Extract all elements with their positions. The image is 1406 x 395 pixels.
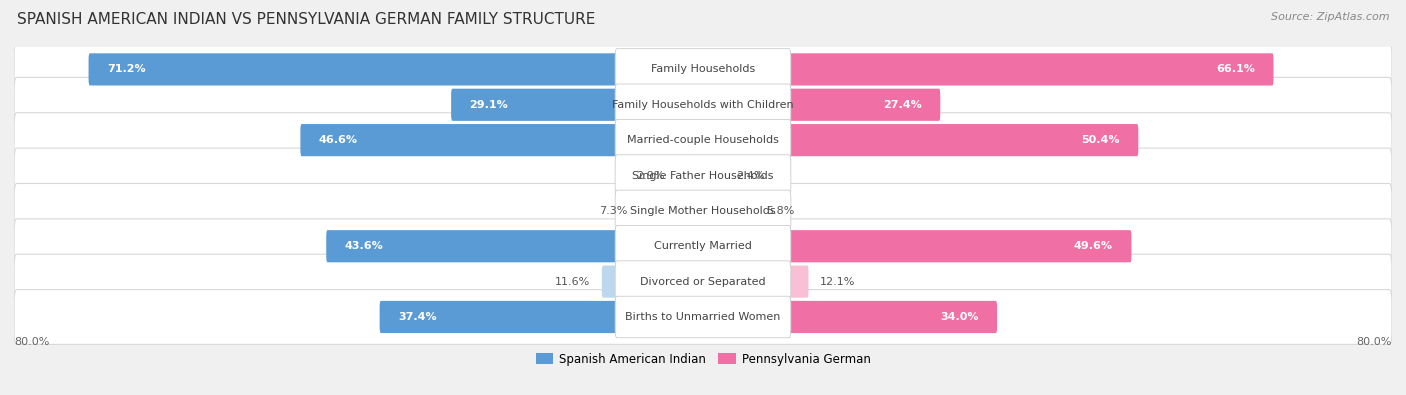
Text: 29.1%: 29.1% [470, 100, 509, 110]
FancyBboxPatch shape [702, 124, 1139, 156]
Text: 46.6%: 46.6% [319, 135, 359, 145]
FancyBboxPatch shape [14, 77, 1392, 132]
FancyBboxPatch shape [14, 290, 1392, 344]
FancyBboxPatch shape [702, 301, 997, 333]
Legend: Spanish American Indian, Pennsylvania German: Spanish American Indian, Pennsylvania Ge… [536, 353, 870, 366]
FancyBboxPatch shape [616, 155, 790, 196]
FancyBboxPatch shape [702, 230, 1132, 262]
FancyBboxPatch shape [616, 119, 790, 161]
Text: 27.4%: 27.4% [883, 100, 922, 110]
Text: 37.4%: 37.4% [398, 312, 437, 322]
FancyBboxPatch shape [14, 42, 1392, 97]
Text: 5.8%: 5.8% [766, 206, 794, 216]
FancyBboxPatch shape [326, 230, 704, 262]
FancyBboxPatch shape [451, 88, 704, 121]
Text: 66.1%: 66.1% [1216, 64, 1256, 74]
FancyBboxPatch shape [616, 49, 790, 90]
FancyBboxPatch shape [702, 265, 808, 298]
Text: 71.2%: 71.2% [107, 64, 146, 74]
Text: 2.4%: 2.4% [737, 171, 765, 181]
Text: 50.4%: 50.4% [1081, 135, 1119, 145]
FancyBboxPatch shape [14, 219, 1392, 274]
Text: 34.0%: 34.0% [941, 312, 979, 322]
Text: Family Households with Children: Family Households with Children [612, 100, 794, 110]
FancyBboxPatch shape [616, 261, 790, 302]
FancyBboxPatch shape [616, 226, 790, 267]
Text: Source: ZipAtlas.com: Source: ZipAtlas.com [1271, 12, 1389, 22]
Text: Divorced or Separated: Divorced or Separated [640, 276, 766, 287]
Text: Married-couple Households: Married-couple Households [627, 135, 779, 145]
Text: Family Households: Family Households [651, 64, 755, 74]
FancyBboxPatch shape [702, 195, 754, 227]
FancyBboxPatch shape [616, 84, 790, 126]
FancyBboxPatch shape [702, 53, 1274, 85]
FancyBboxPatch shape [616, 190, 790, 231]
FancyBboxPatch shape [702, 160, 725, 192]
FancyBboxPatch shape [380, 301, 704, 333]
Text: 80.0%: 80.0% [14, 337, 49, 348]
Text: 11.6%: 11.6% [555, 276, 591, 287]
Text: 12.1%: 12.1% [820, 276, 855, 287]
FancyBboxPatch shape [602, 265, 704, 298]
FancyBboxPatch shape [14, 148, 1392, 203]
Text: 7.3%: 7.3% [599, 206, 627, 216]
FancyBboxPatch shape [638, 195, 704, 227]
FancyBboxPatch shape [702, 88, 941, 121]
FancyBboxPatch shape [14, 113, 1392, 167]
Text: Single Mother Households: Single Mother Households [630, 206, 776, 216]
FancyBboxPatch shape [676, 160, 704, 192]
Text: 43.6%: 43.6% [344, 241, 384, 251]
Text: Single Father Households: Single Father Households [633, 171, 773, 181]
Text: 80.0%: 80.0% [1357, 337, 1392, 348]
FancyBboxPatch shape [301, 124, 704, 156]
Text: SPANISH AMERICAN INDIAN VS PENNSYLVANIA GERMAN FAMILY STRUCTURE: SPANISH AMERICAN INDIAN VS PENNSYLVANIA … [17, 12, 595, 27]
FancyBboxPatch shape [89, 53, 704, 85]
FancyBboxPatch shape [14, 184, 1392, 238]
FancyBboxPatch shape [14, 254, 1392, 309]
Text: Births to Unmarried Women: Births to Unmarried Women [626, 312, 780, 322]
FancyBboxPatch shape [616, 296, 790, 338]
Text: 2.9%: 2.9% [637, 171, 665, 181]
Text: 49.6%: 49.6% [1074, 241, 1114, 251]
Text: Currently Married: Currently Married [654, 241, 752, 251]
